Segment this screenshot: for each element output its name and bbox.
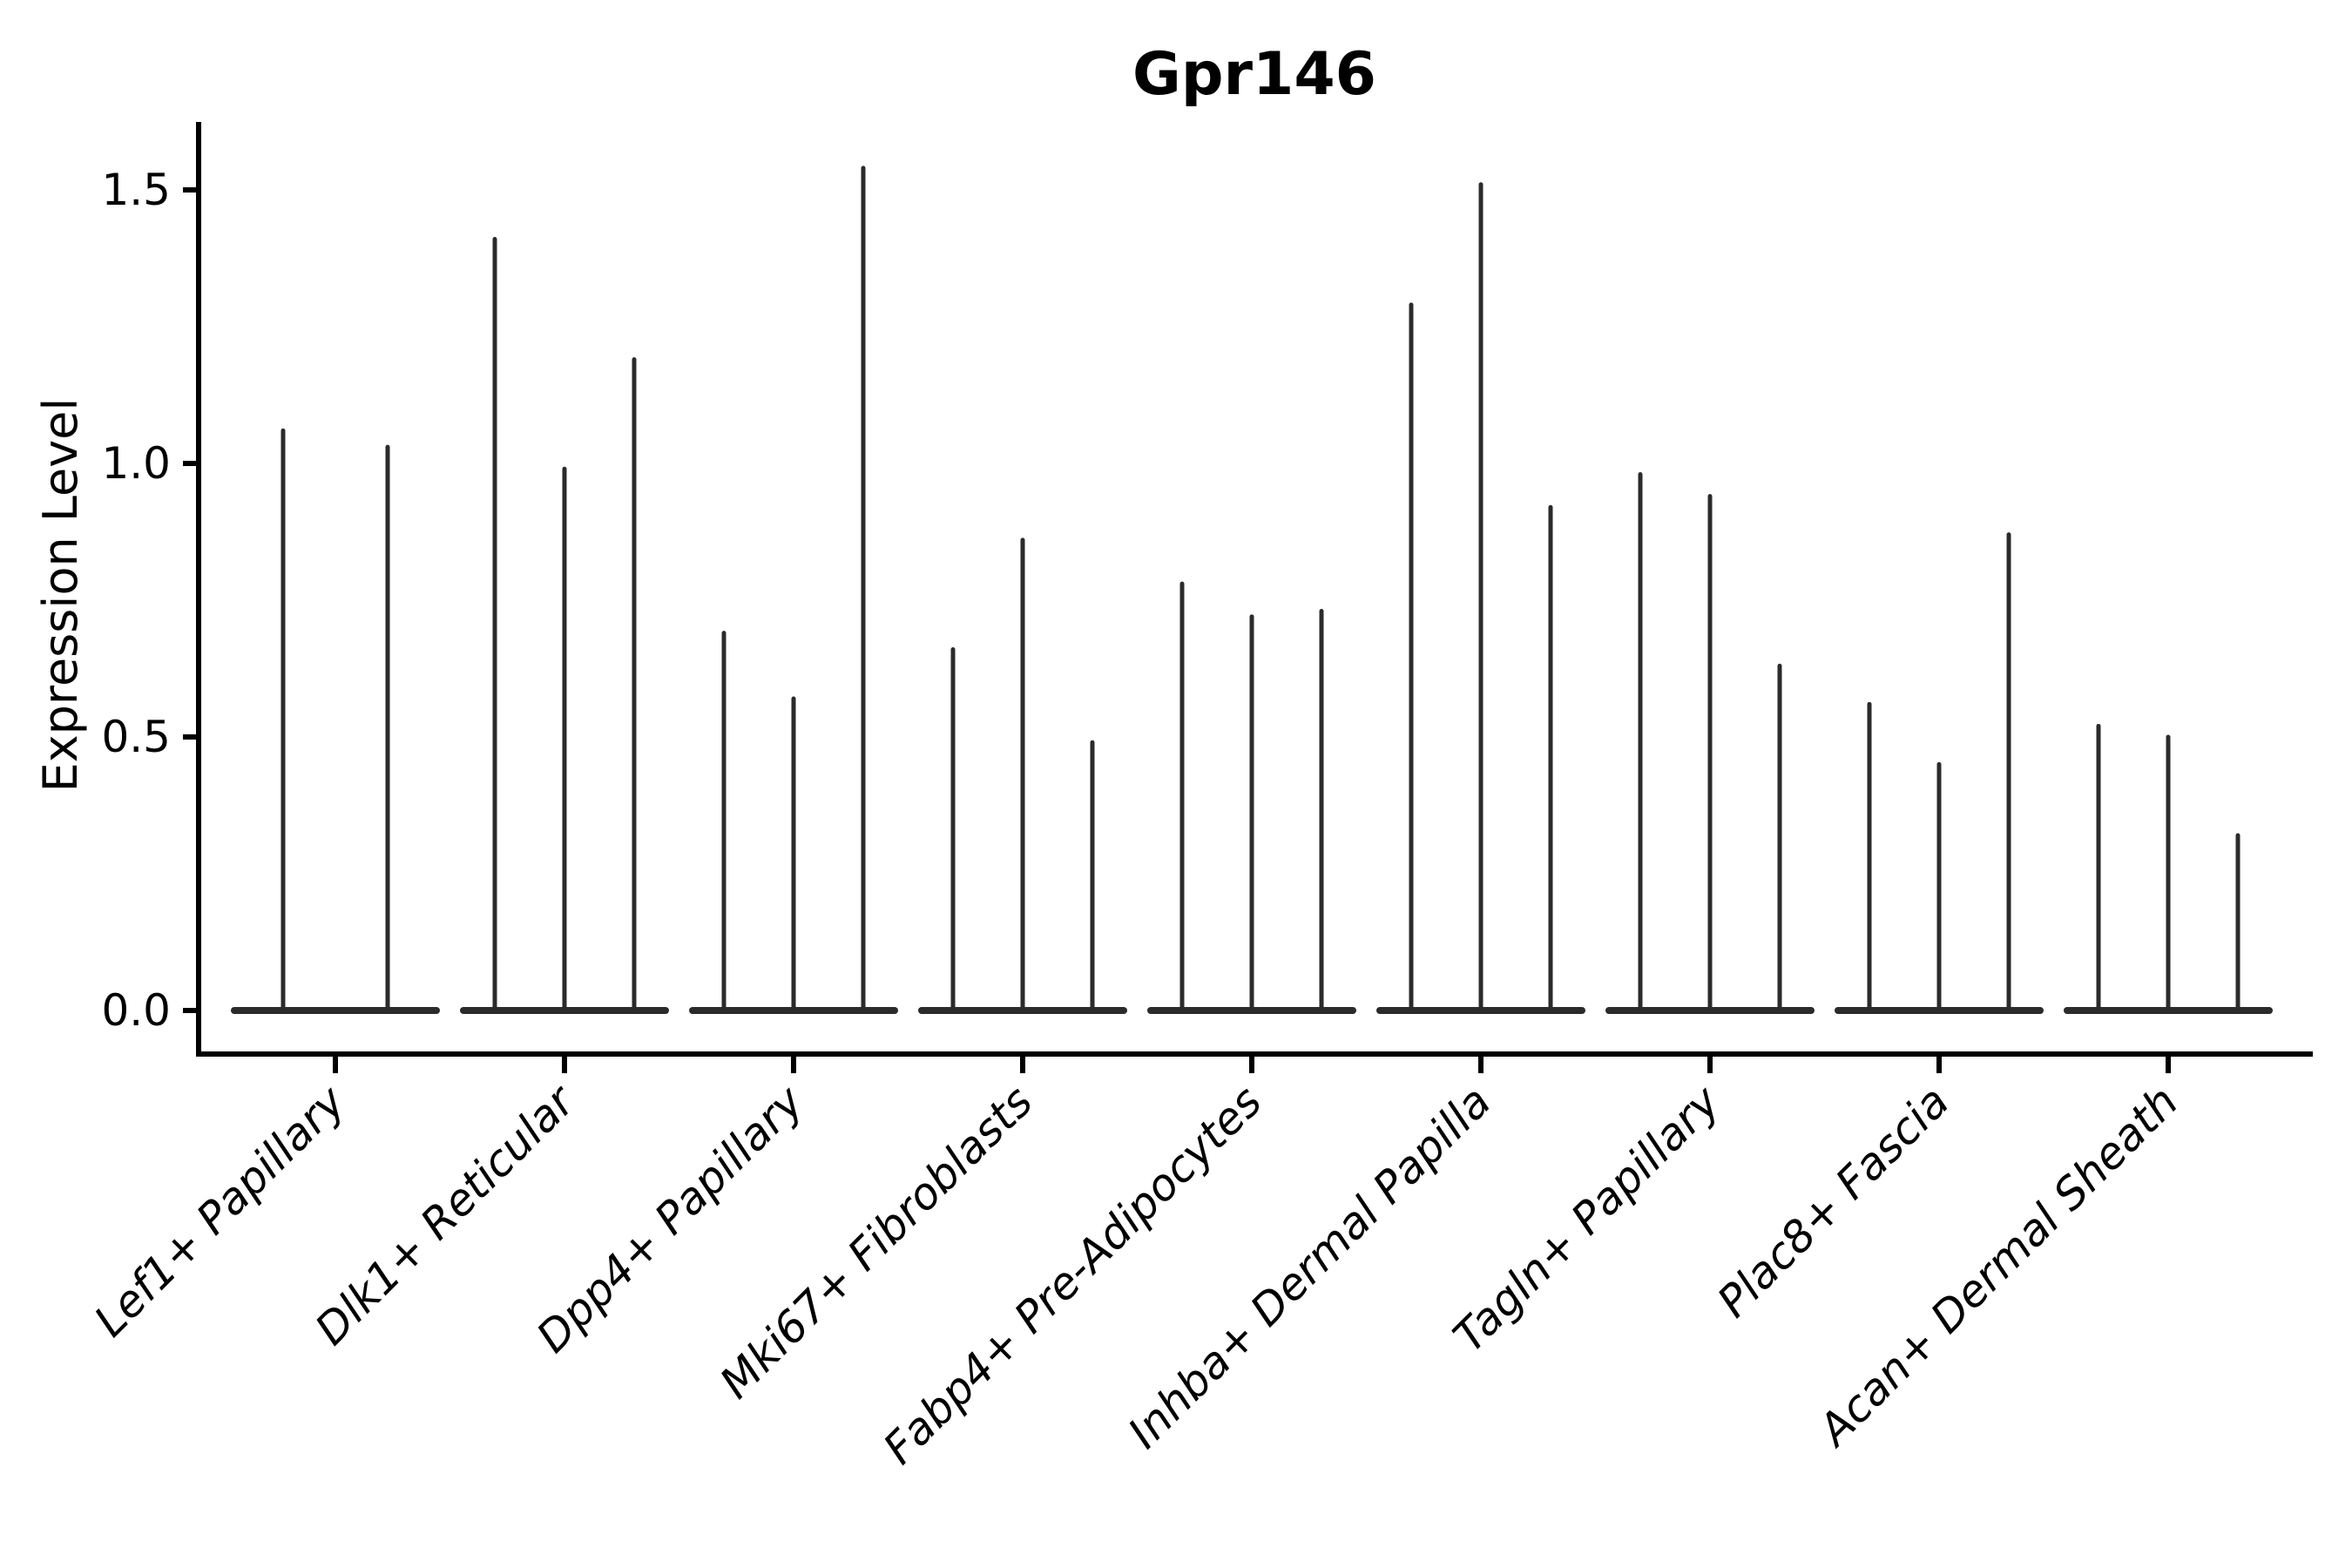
x-tick-label: Inhba+ Dermal Papilla xyxy=(1119,1076,1500,1457)
x-tick-label: Acan+ Dermal Sheath xyxy=(1808,1076,2188,1456)
x-tick-label: Fabp4+ Pre-Adipocytes xyxy=(874,1076,1272,1474)
x-tick-label: Plac8+ Fascia xyxy=(1708,1076,1959,1327)
plot-title: Gpr146 xyxy=(1132,40,1376,109)
y-axis-ticks: 0.0 0.5 1.0 1.5 xyxy=(101,165,199,1036)
y-tick-label: 0.0 xyxy=(101,985,171,1036)
y-tick-label: 0.5 xyxy=(101,712,171,762)
y-tick-label: 1.5 xyxy=(101,165,171,215)
y-tick-label: 1.0 xyxy=(101,438,171,489)
violins-layer xyxy=(231,166,2273,1014)
x-tick-label: Lef1+ Papillary xyxy=(84,1075,355,1346)
y-axis-label: Expression Level xyxy=(33,398,88,793)
